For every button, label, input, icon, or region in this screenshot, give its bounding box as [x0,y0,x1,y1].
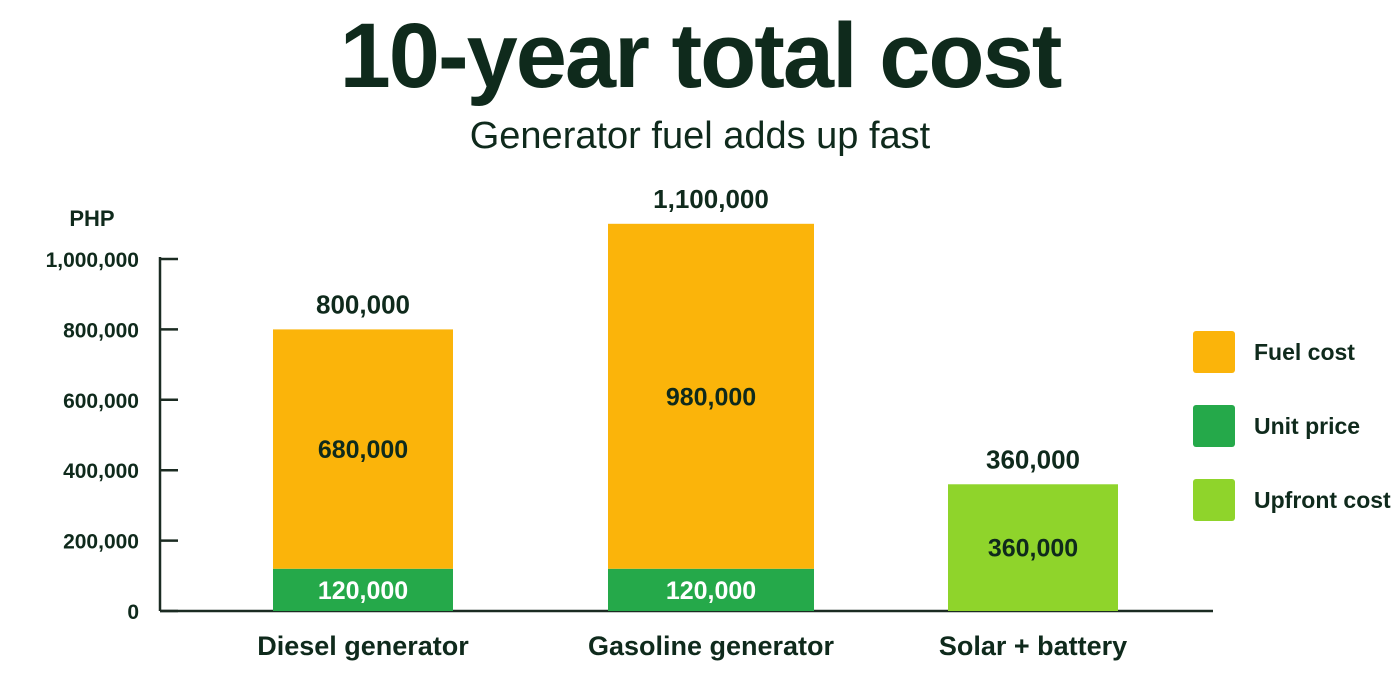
bar-total-label: 1,100,000 [653,184,769,214]
y-tick-label: 1,000,000 [46,249,139,272]
legend-label-fuel-cost: Fuel cost [1254,338,1355,365]
bar-segment-label: 120,000 [318,577,408,605]
chart-subtitle: Generator fuel adds up fast [469,115,931,157]
legend-item-unit-price: Unit price [1193,404,1391,448]
legend-item-upfront-cost: Upfront cost [1193,478,1391,522]
bar-segment [948,484,1118,611]
legend-swatch-unit-price [1193,405,1235,447]
bar-total-label: 800,000 [316,289,410,319]
chart-title: 10-year total cost [339,5,1063,107]
legend: Fuel cost Unit price Upfront cost [1193,330,1391,552]
bar-segment [273,568,453,611]
bar-segment [273,329,453,569]
y-tick-label: 400,000 [63,460,139,483]
legend-item-fuel-cost: Fuel cost [1193,330,1391,374]
bar-segment-label: 360,000 [988,535,1078,563]
y-tick-label: 0 [127,601,139,624]
legend-swatch-fuel-cost [1193,331,1235,373]
bar-segment [608,568,814,611]
x-category-label: Solar + battery [939,631,1127,661]
legend-label-unit-price: Unit price [1254,412,1361,439]
x-category-label: Diesel generator [257,631,469,661]
bar-segment-label: 680,000 [318,436,408,464]
x-category-label: Gasoline generator [588,631,835,661]
legend-label-upfront-cost: Upfront cost [1254,486,1391,513]
bar-total-label: 360,000 [986,444,1080,474]
y-axis-unit-label: PHP [69,206,114,231]
bar-segment-label: 980,000 [666,383,756,411]
y-tick-label: 800,000 [63,319,139,342]
bar-segment-label: 120,000 [666,577,756,605]
legend-swatch-upfront-cost [1193,479,1235,521]
y-tick-label: 200,000 [63,531,139,554]
y-tick-label: 600,000 [63,390,139,413]
bar-segment [608,223,814,569]
